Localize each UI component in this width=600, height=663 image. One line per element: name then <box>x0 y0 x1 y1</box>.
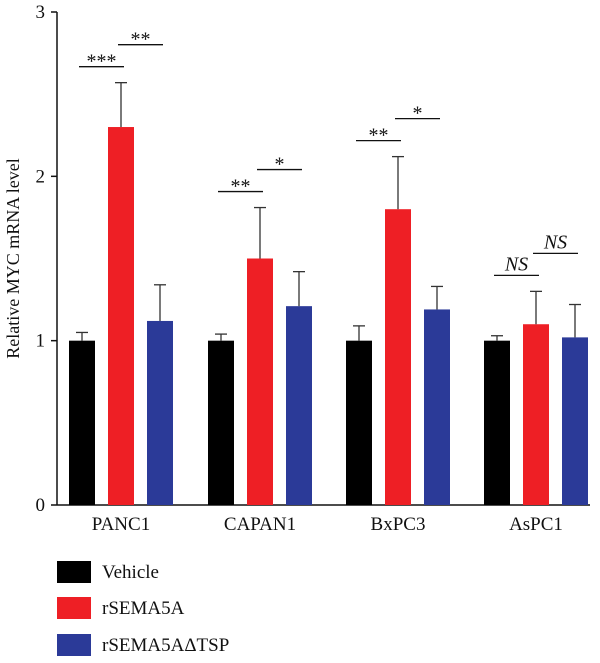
bar-panc1-rsema5a-dtsp <box>147 320 173 505</box>
y-ticks: 0 1 2 3 <box>36 2 57 516</box>
bar-capan1-rsema5a-dtsp <box>286 306 312 505</box>
legend-swatch <box>57 634 91 656</box>
bar-capan1-rsema5a <box>247 258 273 505</box>
bar-aspc1-vehicle <box>484 340 510 505</box>
significance-label: ** <box>131 29 151 51</box>
x-tick-label: BxPC3 <box>371 514 426 535</box>
bar-bxpc3-vehicle <box>346 340 372 505</box>
legend-label: rSEMA5AΔTSP <box>102 635 229 656</box>
x-tick-label: AsPC1 <box>509 514 563 535</box>
legend-label: rSEMA5A <box>102 598 185 619</box>
significance-label: NS <box>543 231 567 253</box>
y-tick-label: 3 <box>36 2 46 23</box>
bar-panc1-vehicle <box>69 340 95 505</box>
y-axis-label: Relative MYC mRNA level <box>3 158 23 358</box>
legend-swatch <box>57 561 91 583</box>
category-labels: PANC1 CAPAN1 BxPC3 AsPC1 <box>92 514 563 535</box>
significance-label: *** <box>87 51 117 73</box>
bars <box>69 127 588 506</box>
y-tick-label: 1 <box>36 331 46 352</box>
legend: Vehicle rSEMA5A rSEMA5AΔTSP <box>57 561 229 656</box>
significance-label: NS <box>504 253 528 275</box>
bar-panc1-rsema5a <box>108 127 134 506</box>
legend-swatch <box>57 597 91 619</box>
y-tick-label: 2 <box>36 166 46 187</box>
x-tick-label: CAPAN1 <box>224 514 296 535</box>
significance-label: ** <box>231 176 251 198</box>
significance-label: * <box>413 103 423 125</box>
bar-bxpc3-rsema5a <box>385 209 411 505</box>
bar-capan1-vehicle <box>208 340 234 505</box>
error-bars <box>76 82 581 341</box>
x-tick-label: PANC1 <box>92 514 150 535</box>
significance-label: ** <box>369 125 389 147</box>
bar-aspc1-rsema5a <box>523 324 549 505</box>
significance-label: * <box>275 154 285 176</box>
legend-label: Vehicle <box>102 562 159 583</box>
bar-aspc1-rsema5a-dtsp <box>562 337 588 505</box>
y-tick-label: 0 <box>36 495 46 516</box>
bar-bxpc3-rsema5a-dtsp <box>424 309 450 505</box>
